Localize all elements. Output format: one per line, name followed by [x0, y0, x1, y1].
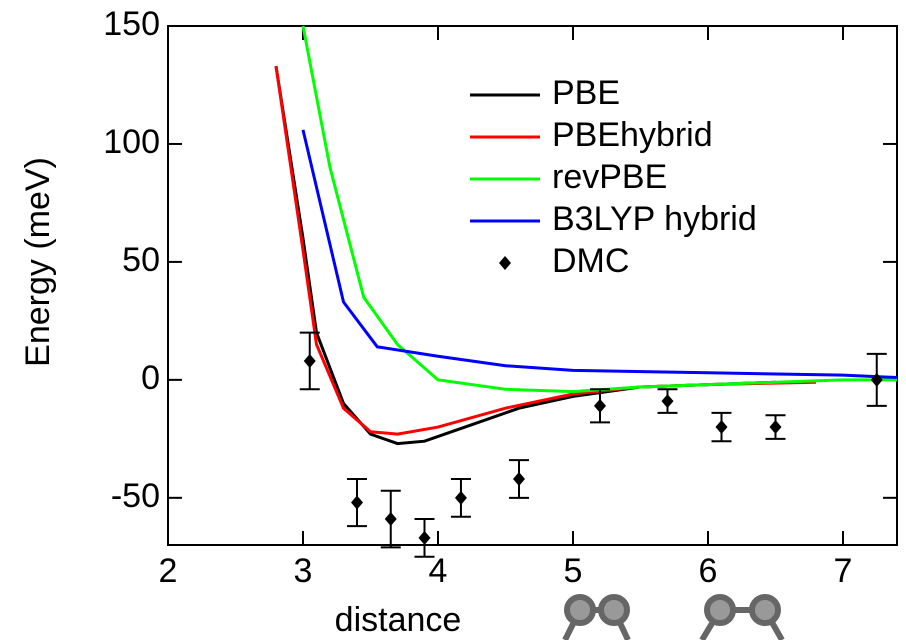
- data-point: [351, 495, 363, 510]
- x-axis-label: distance: [335, 601, 462, 639]
- y-tick-label: 100: [103, 123, 160, 161]
- legend-label: B3LYP hybrid: [552, 200, 757, 238]
- legend-label: revPBE: [552, 158, 667, 196]
- legend-label: PBE: [552, 74, 620, 112]
- data-point: [769, 420, 782, 435]
- legend-label: DMC: [552, 242, 629, 280]
- line-series: [274, 65, 817, 436]
- y-tick-label: -50: [111, 477, 160, 515]
- y-tick-label: 50: [122, 241, 160, 279]
- data-point: [715, 420, 728, 435]
- x-tick-label: 6: [699, 552, 718, 590]
- data-point: [418, 530, 431, 545]
- molecule-icons: [562, 594, 785, 640]
- x-tick-label: 4: [429, 552, 448, 590]
- line-series: [301, 25, 897, 394]
- data-point: [384, 512, 397, 527]
- plot-frame: [167, 25, 898, 546]
- x-tick-label: 3: [294, 552, 313, 590]
- x-tick-label: 7: [834, 552, 853, 590]
- data-point: [454, 490, 467, 505]
- data-point: [303, 353, 316, 368]
- line-series: [301, 129, 898, 380]
- data-point: [513, 471, 525, 486]
- y-axis-label: Energy (meV): [19, 157, 57, 367]
- legend-label: PBEhybrid: [552, 116, 713, 154]
- y-tick-label: 0: [141, 359, 160, 397]
- x-tick-label: 5: [564, 552, 583, 590]
- data-point: [594, 398, 606, 413]
- x-tick-label: 2: [159, 552, 178, 590]
- legend-marker: [499, 256, 511, 270]
- y-tick-label: 150: [103, 5, 160, 43]
- data-point: [661, 394, 674, 409]
- data-point: [870, 372, 883, 387]
